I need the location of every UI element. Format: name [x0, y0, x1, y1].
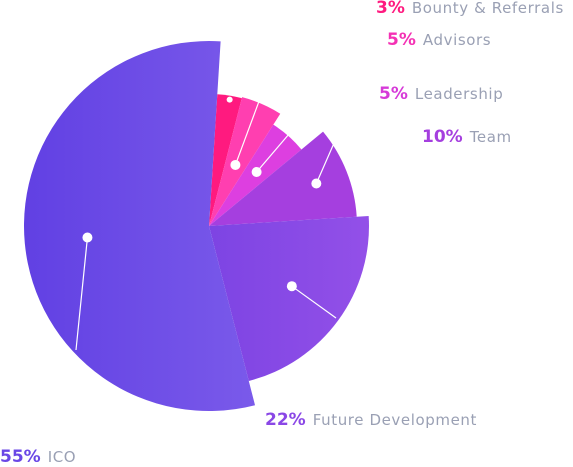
- name-bounty-referrals: Bounty & Referrals: [411, 0, 564, 17]
- pie-slice-advisors: [209, 97, 281, 227]
- label-team: 10% Team: [422, 129, 512, 146]
- pie-slice-team: [209, 131, 357, 226]
- marker-dot-bounty-referrals: [226, 96, 233, 103]
- pie-slice-future-development: [209, 215, 369, 381]
- label-bounty-referrals: 3% Bounty & Referrals: [376, 0, 564, 17]
- percent-future-development: 22%: [265, 410, 306, 430]
- pie-slice-ico: [23, 41, 256, 412]
- name-team: Team: [469, 128, 512, 146]
- marker-dot-leadership: [251, 166, 262, 177]
- label-advisors: 5% Advisors: [387, 32, 491, 49]
- marker-dot-team: [311, 178, 322, 189]
- percent-leadership: 5%: [379, 84, 408, 104]
- name-advisors: Advisors: [422, 31, 492, 49]
- marker-dot-future-development: [286, 281, 297, 292]
- leader-line-future-development: [291, 285, 337, 319]
- name-ico: ICO: [47, 448, 77, 466]
- label-leadership: 5% Leadership: [379, 86, 503, 103]
- name-future-development: Future Development: [312, 411, 478, 429]
- marker-dot-ico: [82, 232, 93, 243]
- name-leadership: Leadership: [414, 85, 504, 103]
- marker-dot-advisors: [230, 159, 241, 170]
- label-future-development: 22% Future Development: [265, 412, 477, 429]
- percent-ico: 55%: [0, 447, 41, 467]
- percent-bounty-referrals: 3%: [376, 0, 405, 18]
- leader-line-team: [315, 133, 339, 184]
- percent-team: 10%: [422, 127, 463, 147]
- percent-advisors: 5%: [387, 30, 416, 50]
- pie-slice-bounty-referrals: [209, 94, 242, 226]
- leader-line-ico: [75, 237, 89, 351]
- leader-line-leadership: [256, 126, 296, 173]
- label-ico: 55% ICO: [0, 449, 76, 466]
- leader-line-advisors: [234, 76, 269, 166]
